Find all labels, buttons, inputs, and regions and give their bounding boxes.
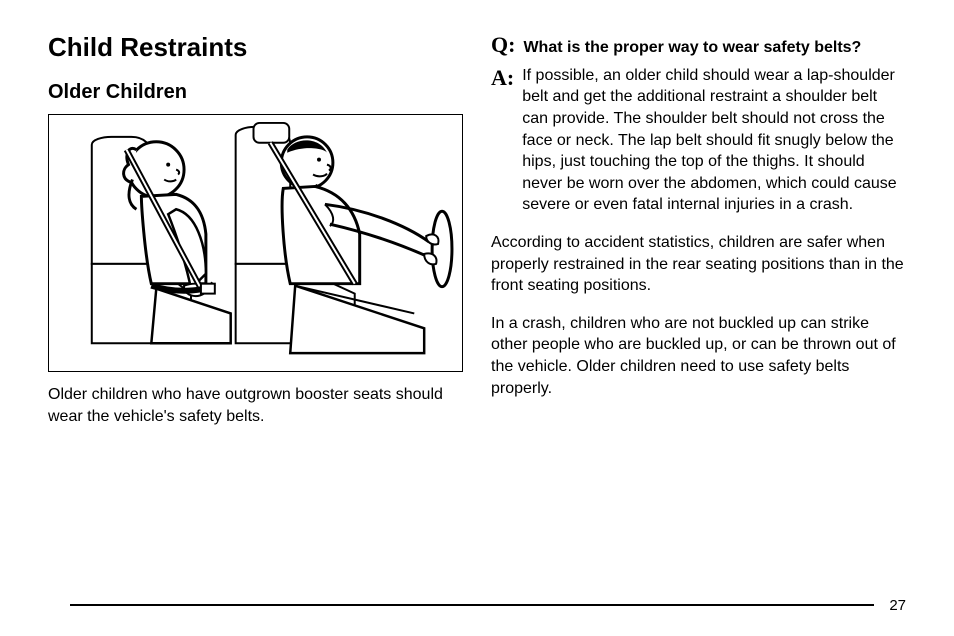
footer-rule [70,604,874,606]
question-text: What is the proper way to wear safety be… [523,38,861,59]
document-page: Child Restraints Older Children [0,0,954,636]
two-column-layout: Child Restraints Older Children [48,32,906,443]
section-heading: Child Restraints [48,32,463,63]
paragraph-1: According to accident statistics, childr… [491,232,906,297]
illustration-frame [48,114,463,372]
q-label: Q: [491,32,515,58]
left-column: Child Restraints Older Children [48,32,463,443]
paragraph-2: In a crash, children who are not buckled… [491,313,906,399]
seatbelt-illustration [49,115,462,371]
a-label: A: [491,65,514,91]
right-column: Q: What is the proper way to wear safety… [491,32,906,443]
subsection-heading: Older Children [48,81,463,104]
figure-caption: Older children who have outgrown booster… [48,384,463,427]
page-number: 27 [889,597,906,614]
question-row: Q: What is the proper way to wear safety… [491,32,906,59]
answer-row: A: If possible, an older child should we… [491,65,906,216]
answer-text: If possible, an older child should wear … [522,65,906,216]
